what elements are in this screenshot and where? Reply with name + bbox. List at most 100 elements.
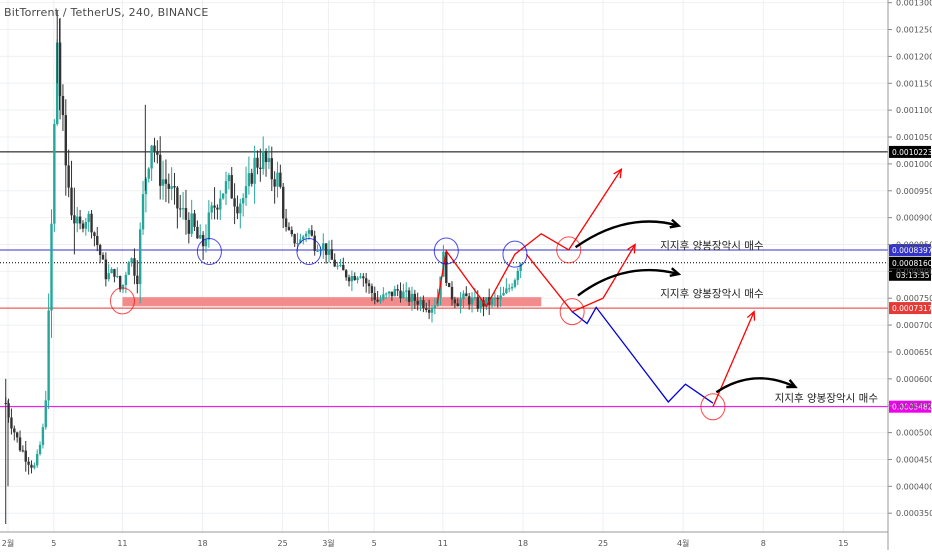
- candle-down: [342, 264, 345, 271]
- candle-down: [24, 450, 27, 462]
- projection-path: [712, 311, 755, 408]
- candle-up: [350, 275, 354, 282]
- candle-up: [138, 229, 142, 285]
- countdown-badge: [889, 268, 931, 281]
- candle-up: [253, 157, 256, 184]
- candle-up: [505, 288, 508, 293]
- candle-down: [7, 403, 10, 418]
- candle-up: [296, 243, 299, 245]
- candle-down: [456, 303, 459, 307]
- price-badge-label: 0.0005482: [892, 403, 932, 412]
- candle-up: [462, 293, 465, 300]
- candle-down: [264, 151, 268, 163]
- candle-down: [310, 230, 314, 236]
- x-tick-label: 4월: [677, 538, 689, 548]
- candle-down: [344, 270, 348, 278]
- candle-up: [410, 293, 414, 302]
- candle-down: [216, 207, 219, 210]
- candle-down: [407, 290, 411, 302]
- candle-down: [465, 293, 468, 297]
- candle-up: [359, 276, 362, 278]
- price-badge: [889, 302, 931, 315]
- candle-down: [179, 208, 182, 210]
- y-tick-label: 0.0003500: [896, 509, 932, 518]
- arrow-head: [669, 218, 682, 229]
- candle-down: [81, 223, 85, 229]
- candle-down: [64, 115, 67, 166]
- candle-down: [21, 450, 25, 452]
- candle-up: [76, 216, 79, 224]
- candle-down: [324, 243, 328, 255]
- candle-down: [422, 300, 425, 309]
- candle-down: [376, 299, 379, 302]
- candle-up: [210, 205, 213, 213]
- candle-up: [53, 124, 56, 224]
- price-badge: [889, 145, 931, 158]
- x-tick-label: 15: [838, 539, 848, 548]
- current-price-badge: [889, 256, 931, 269]
- arrow-head: [627, 243, 636, 254]
- candle-down: [236, 206, 239, 214]
- candle-down: [347, 277, 351, 282]
- candle-down: [413, 293, 417, 301]
- candle-up: [302, 236, 305, 240]
- candle-up: [473, 297, 477, 299]
- candle-up: [339, 264, 342, 266]
- x-tick-label: 11: [117, 539, 127, 548]
- candle-down: [230, 175, 233, 199]
- curved-arrow: [574, 220, 679, 249]
- candle-up: [56, 42, 59, 125]
- candle-down: [90, 213, 93, 233]
- candle-down: [104, 259, 108, 280]
- candle-up: [516, 270, 520, 281]
- candle-up: [479, 300, 482, 309]
- red-circle: [556, 236, 582, 264]
- candle-up: [336, 265, 339, 267]
- candle-down: [445, 251, 448, 283]
- red-circle: [559, 298, 585, 326]
- candle-down: [213, 205, 216, 208]
- candle-down: [78, 216, 82, 224]
- current-price-label: 0.0008160: [892, 259, 932, 268]
- candle-down: [184, 208, 188, 220]
- candle-down: [284, 218, 288, 227]
- candle-up: [356, 277, 359, 281]
- candle-down: [67, 165, 70, 188]
- candle-down: [58, 42, 62, 96]
- candle-up: [224, 181, 228, 194]
- candle-down: [287, 226, 291, 230]
- candle-down: [193, 213, 196, 227]
- candle-up: [493, 298, 497, 300]
- candle-up: [513, 280, 517, 287]
- candle-up: [508, 288, 511, 290]
- candle-down: [282, 186, 285, 219]
- candle-down: [333, 259, 336, 267]
- candle-down: [367, 283, 371, 287]
- candle-down: [98, 245, 102, 255]
- arrow-head: [786, 379, 798, 389]
- candle-down: [256, 157, 259, 168]
- red-circle: [109, 287, 135, 315]
- candle-up: [130, 258, 133, 263]
- arrow-head: [613, 168, 623, 179]
- candle-up: [316, 250, 319, 252]
- candle-down: [164, 179, 168, 184]
- drawings: [109, 168, 798, 421]
- countdown-label: 03:13:35: [896, 271, 930, 280]
- candle-down: [176, 187, 179, 209]
- x-tick-label: 5: [51, 539, 56, 548]
- price-badge-label: 0.0007317: [892, 304, 932, 313]
- candle-down: [427, 309, 431, 313]
- candle-up: [405, 290, 408, 292]
- candle-down: [10, 417, 13, 429]
